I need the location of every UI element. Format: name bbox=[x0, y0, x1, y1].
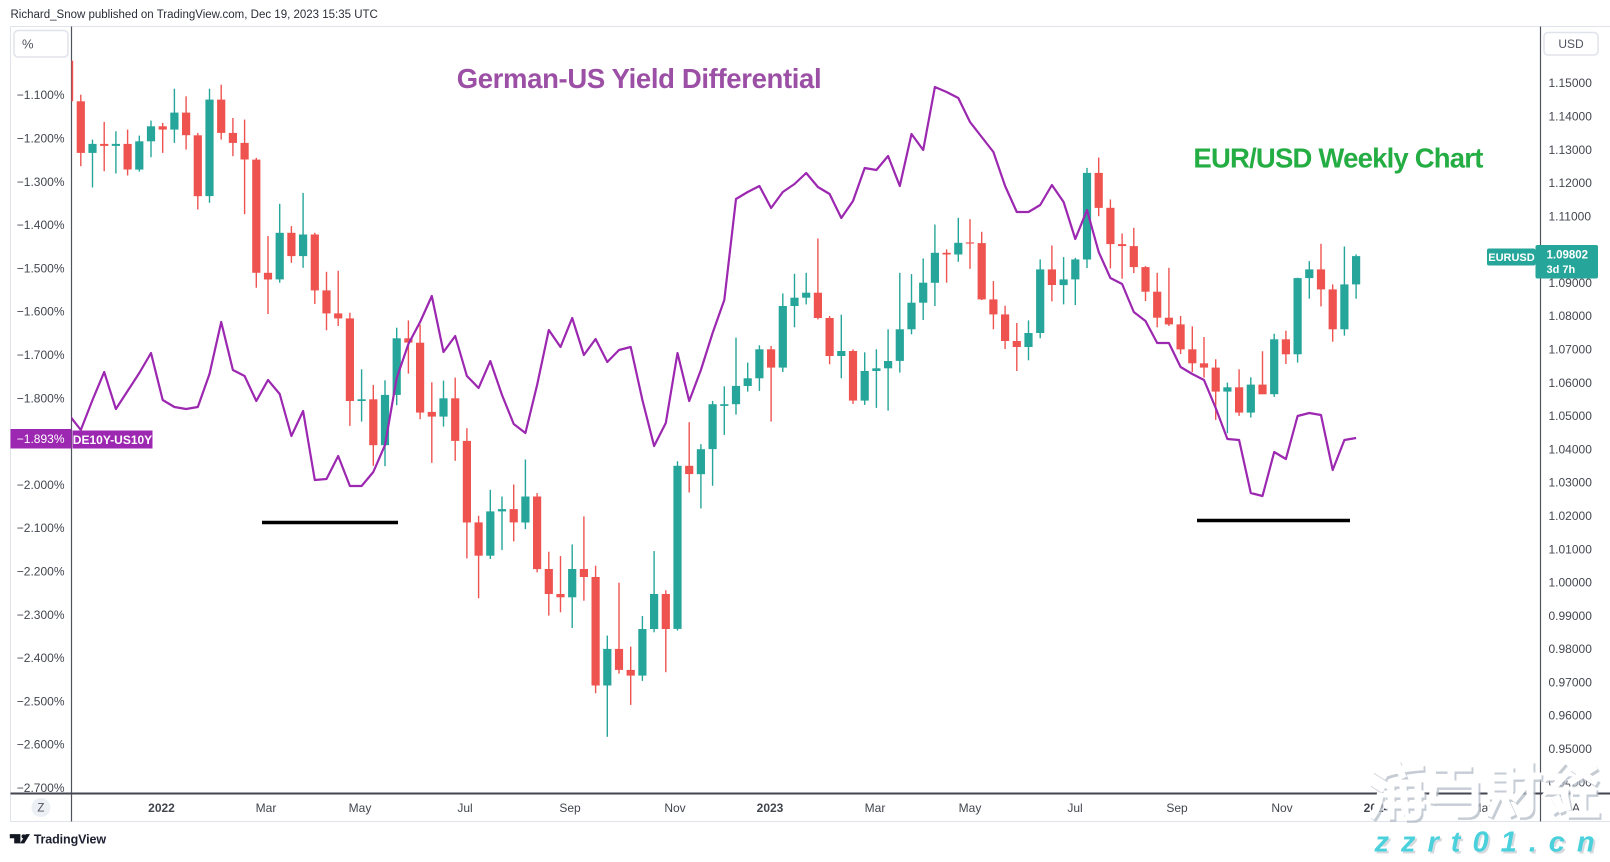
svg-text:1.09802: 1.09802 bbox=[1547, 250, 1589, 262]
svg-text:Jul: Jul bbox=[1067, 801, 1082, 815]
svg-text:−2.100%: −2.100% bbox=[17, 521, 65, 535]
svg-text:zzrt01.cn: zzrt01.cn bbox=[1376, 829, 1609, 858]
svg-text:−2.400%: −2.400% bbox=[17, 651, 65, 665]
svg-text:DE10Y-US10Y: DE10Y-US10Y bbox=[73, 433, 152, 447]
svg-text:May: May bbox=[959, 801, 982, 815]
svg-text:Richard_Snow published on Trad: Richard_Snow published on TradingView.co… bbox=[11, 9, 378, 21]
svg-text:%: % bbox=[22, 37, 34, 52]
svg-text:1.12000: 1.12000 bbox=[1549, 176, 1593, 190]
svg-text:−2.600%: −2.600% bbox=[17, 738, 65, 752]
svg-text:Nov: Nov bbox=[664, 801, 685, 815]
svg-text:−2.200%: −2.200% bbox=[17, 565, 65, 579]
svg-text:−1.100%: −1.100% bbox=[17, 88, 65, 102]
svg-text:2023: 2023 bbox=[757, 801, 784, 815]
svg-text:A: A bbox=[1572, 801, 1580, 815]
svg-text:Nov: Nov bbox=[1271, 801, 1292, 815]
svg-text:1.06000: 1.06000 bbox=[1549, 376, 1593, 390]
svg-text:TradingView: TradingView bbox=[34, 832, 107, 846]
svg-text:Mar: Mar bbox=[256, 801, 277, 815]
svg-text:1.13000: 1.13000 bbox=[1549, 143, 1593, 157]
svg-text:3d 7h: 3d 7h bbox=[1547, 264, 1576, 276]
svg-text:−1.500%: −1.500% bbox=[17, 261, 65, 275]
svg-text:May: May bbox=[349, 801, 372, 815]
svg-text:zzrt01.cn: zzrt01.cn bbox=[1374, 827, 1607, 858]
svg-text:−1.300%: −1.300% bbox=[17, 175, 65, 189]
svg-text:1.11000: 1.11000 bbox=[1549, 209, 1592, 223]
svg-text:0.99000: 0.99000 bbox=[1549, 609, 1593, 623]
svg-text:−2.000%: −2.000% bbox=[17, 478, 65, 492]
svg-text:EUR/USD Weekly Chart: EUR/USD Weekly Chart bbox=[1193, 143, 1483, 174]
svg-text:Z: Z bbox=[37, 803, 44, 815]
svg-text:Sep: Sep bbox=[1166, 801, 1188, 815]
svg-text:1.01000: 1.01000 bbox=[1549, 542, 1593, 556]
svg-text:−1.893%: −1.893% bbox=[17, 432, 65, 446]
svg-text:Jul: Jul bbox=[457, 801, 472, 815]
svg-text:1.09000: 1.09000 bbox=[1549, 276, 1593, 290]
svg-text:0.96000: 0.96000 bbox=[1549, 709, 1593, 723]
svg-text:Sep: Sep bbox=[559, 801, 581, 815]
svg-text:1.03000: 1.03000 bbox=[1549, 476, 1593, 490]
svg-text:−1.700%: −1.700% bbox=[17, 348, 65, 362]
svg-text:1.07000: 1.07000 bbox=[1549, 343, 1593, 357]
svg-text:0.95000: 0.95000 bbox=[1549, 742, 1593, 756]
svg-text:−1.400%: −1.400% bbox=[17, 218, 65, 232]
svg-text:zzrt01.cn: zzrt01.cn bbox=[1372, 825, 1605, 857]
svg-text:0.97000: 0.97000 bbox=[1549, 675, 1593, 689]
svg-text:1.15000: 1.15000 bbox=[1549, 76, 1593, 90]
svg-text:EURUSD: EURUSD bbox=[1488, 252, 1535, 264]
svg-text:−2.300%: −2.300% bbox=[17, 608, 65, 622]
svg-text:−1.200%: −1.200% bbox=[17, 132, 65, 146]
svg-text:1.08000: 1.08000 bbox=[1549, 309, 1593, 323]
svg-text:1.00000: 1.00000 bbox=[1549, 576, 1593, 590]
svg-text:−2.700%: −2.700% bbox=[17, 781, 65, 795]
svg-text:German-US Yield Differential: German-US Yield Differential bbox=[457, 63, 822, 94]
svg-text:2022: 2022 bbox=[148, 801, 175, 815]
svg-text:−1.600%: −1.600% bbox=[17, 305, 65, 319]
svg-text:1.04000: 1.04000 bbox=[1549, 442, 1593, 456]
svg-text:−1.800%: −1.800% bbox=[17, 391, 65, 405]
svg-text:Mar: Mar bbox=[865, 801, 886, 815]
svg-text:1.14000: 1.14000 bbox=[1549, 110, 1593, 124]
svg-text:1.02000: 1.02000 bbox=[1549, 509, 1593, 523]
svg-text:1.05000: 1.05000 bbox=[1549, 409, 1593, 423]
svg-text:0.98000: 0.98000 bbox=[1549, 642, 1593, 656]
svg-text:USD: USD bbox=[1558, 37, 1584, 51]
svg-text:−2.500%: −2.500% bbox=[17, 694, 65, 708]
